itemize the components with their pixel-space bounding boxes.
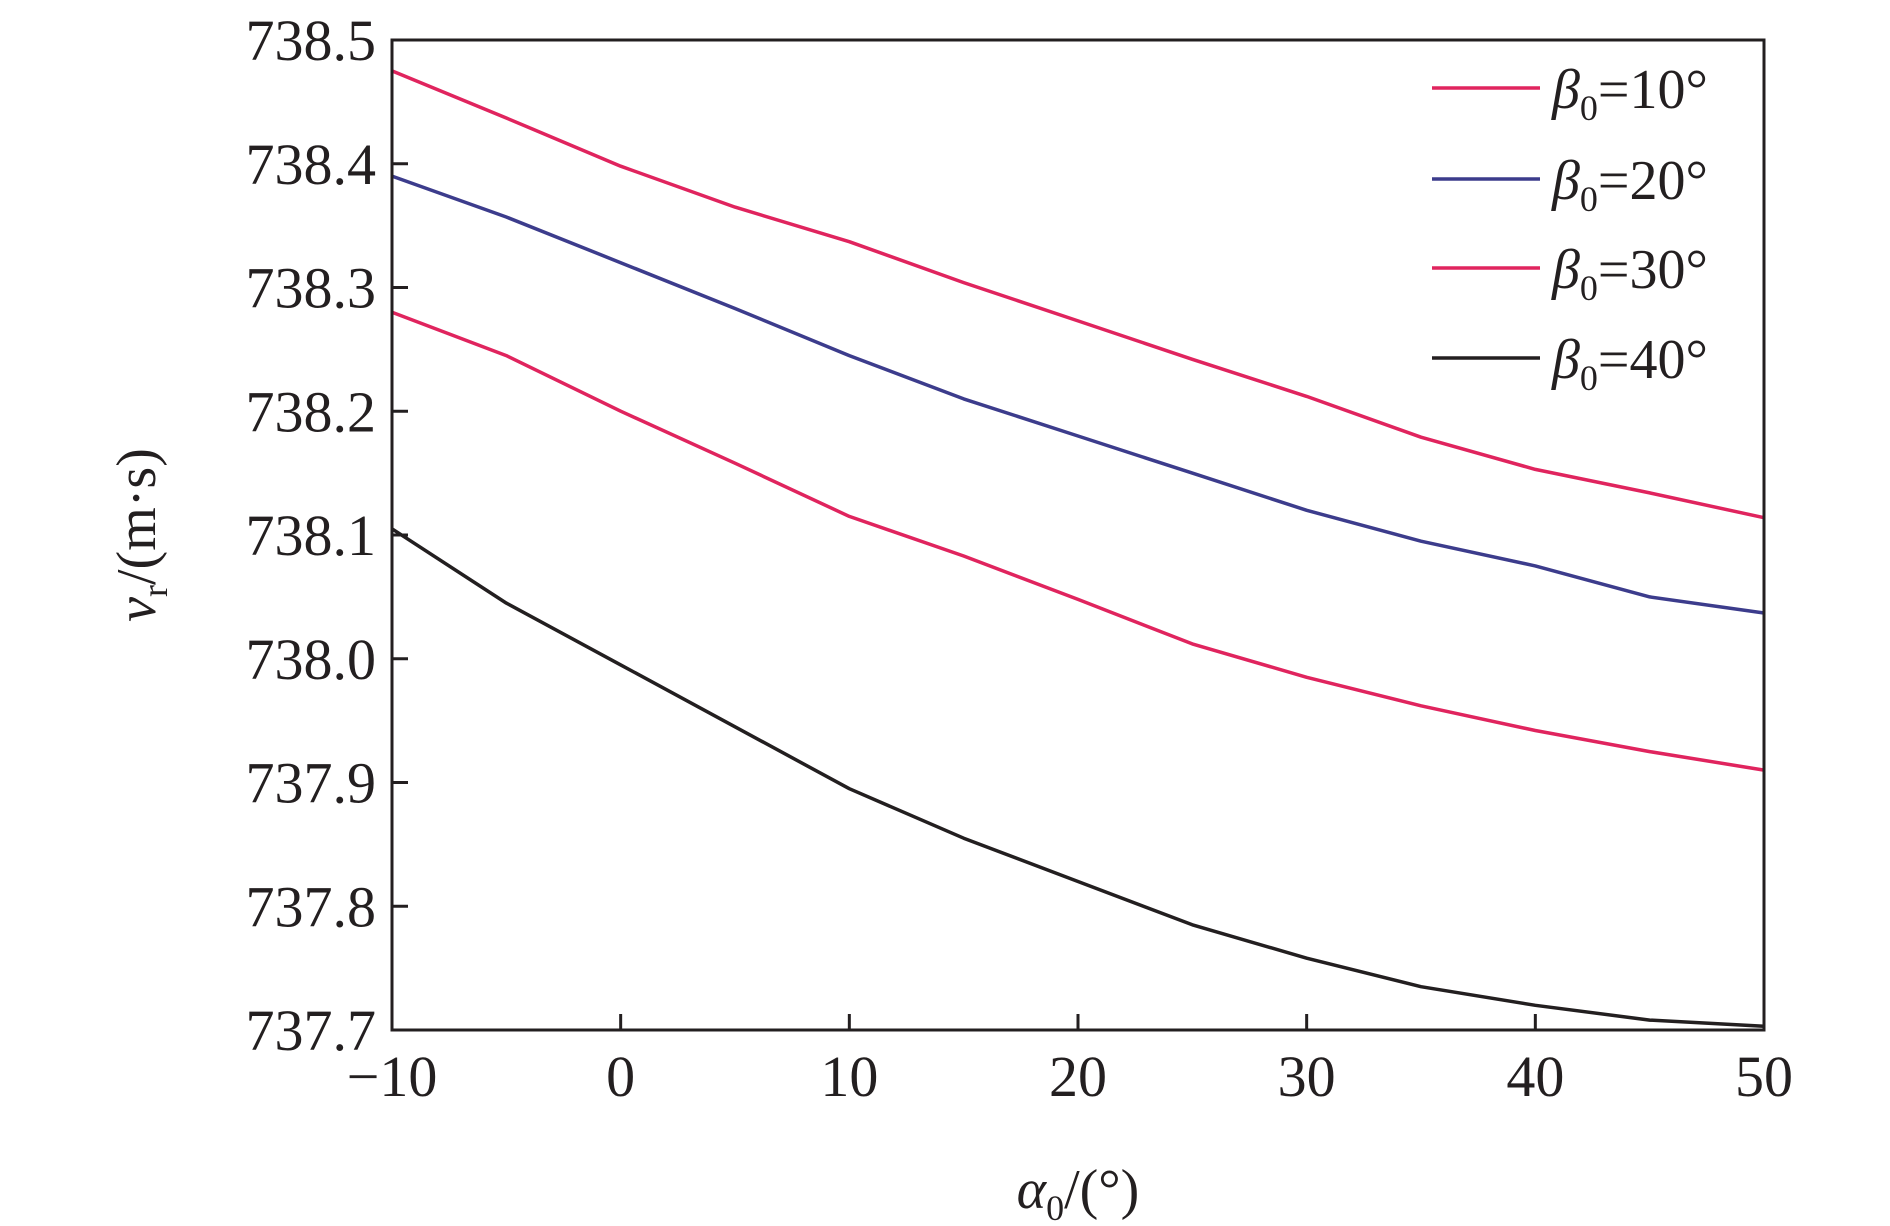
x-tick-label: −10 [347,1044,438,1109]
legend-entry-1: β0=10° [1432,59,1708,128]
legend: β0=10° β0=20° β0=30° β0=40° [1432,59,1708,398]
y-axis-title: vr/(m·s) [106,448,175,622]
y-tick-label: 737.8 [246,874,377,939]
y-tick-label: 737.7 [246,998,377,1063]
x-tick-label: 50 [1735,1044,1793,1109]
series-line-3 [391,310,1765,772]
y-tick-label: 738.2 [246,379,377,444]
legend-entry-3: β0=30° [1432,239,1708,308]
y-tick-label: 738.1 [246,503,377,568]
y-tick-label: 738.3 [246,256,377,321]
x-tick-label: 30 [1278,1044,1336,1109]
x-tick-label: 10 [820,1044,878,1109]
legend-label-4: β0=40° [1551,329,1708,398]
x-tick-label: 20 [1049,1044,1107,1109]
y-tick-label: 737.9 [246,751,377,816]
series-layer [391,69,1765,1029]
legend-label-3: β0=30° [1551,239,1708,308]
x-axis-title: α0/(°) [1017,1159,1140,1226]
ticks-layer: −10 0 10 20 30 40 50 737.7 737.8 737.9 738.0 738.1 7… [246,8,1794,1109]
x-tick-label: 40 [1506,1044,1564,1109]
series-line-1 [391,69,1765,520]
y-tick-label: 738.0 [246,627,377,692]
legend-label-2: β0=20° [1551,150,1708,219]
y-tick-label: 738.5 [246,8,377,73]
x-tick-label: 0 [606,1044,635,1109]
y-tick-label: 738.4 [246,132,377,197]
legend-entry-2: β0=20° [1432,150,1708,219]
legend-entry-4: β0=40° [1432,329,1708,398]
legend-label-1: β0=10° [1551,59,1708,128]
series-line-2 [391,174,1765,615]
series-line-4 [391,527,1765,1029]
